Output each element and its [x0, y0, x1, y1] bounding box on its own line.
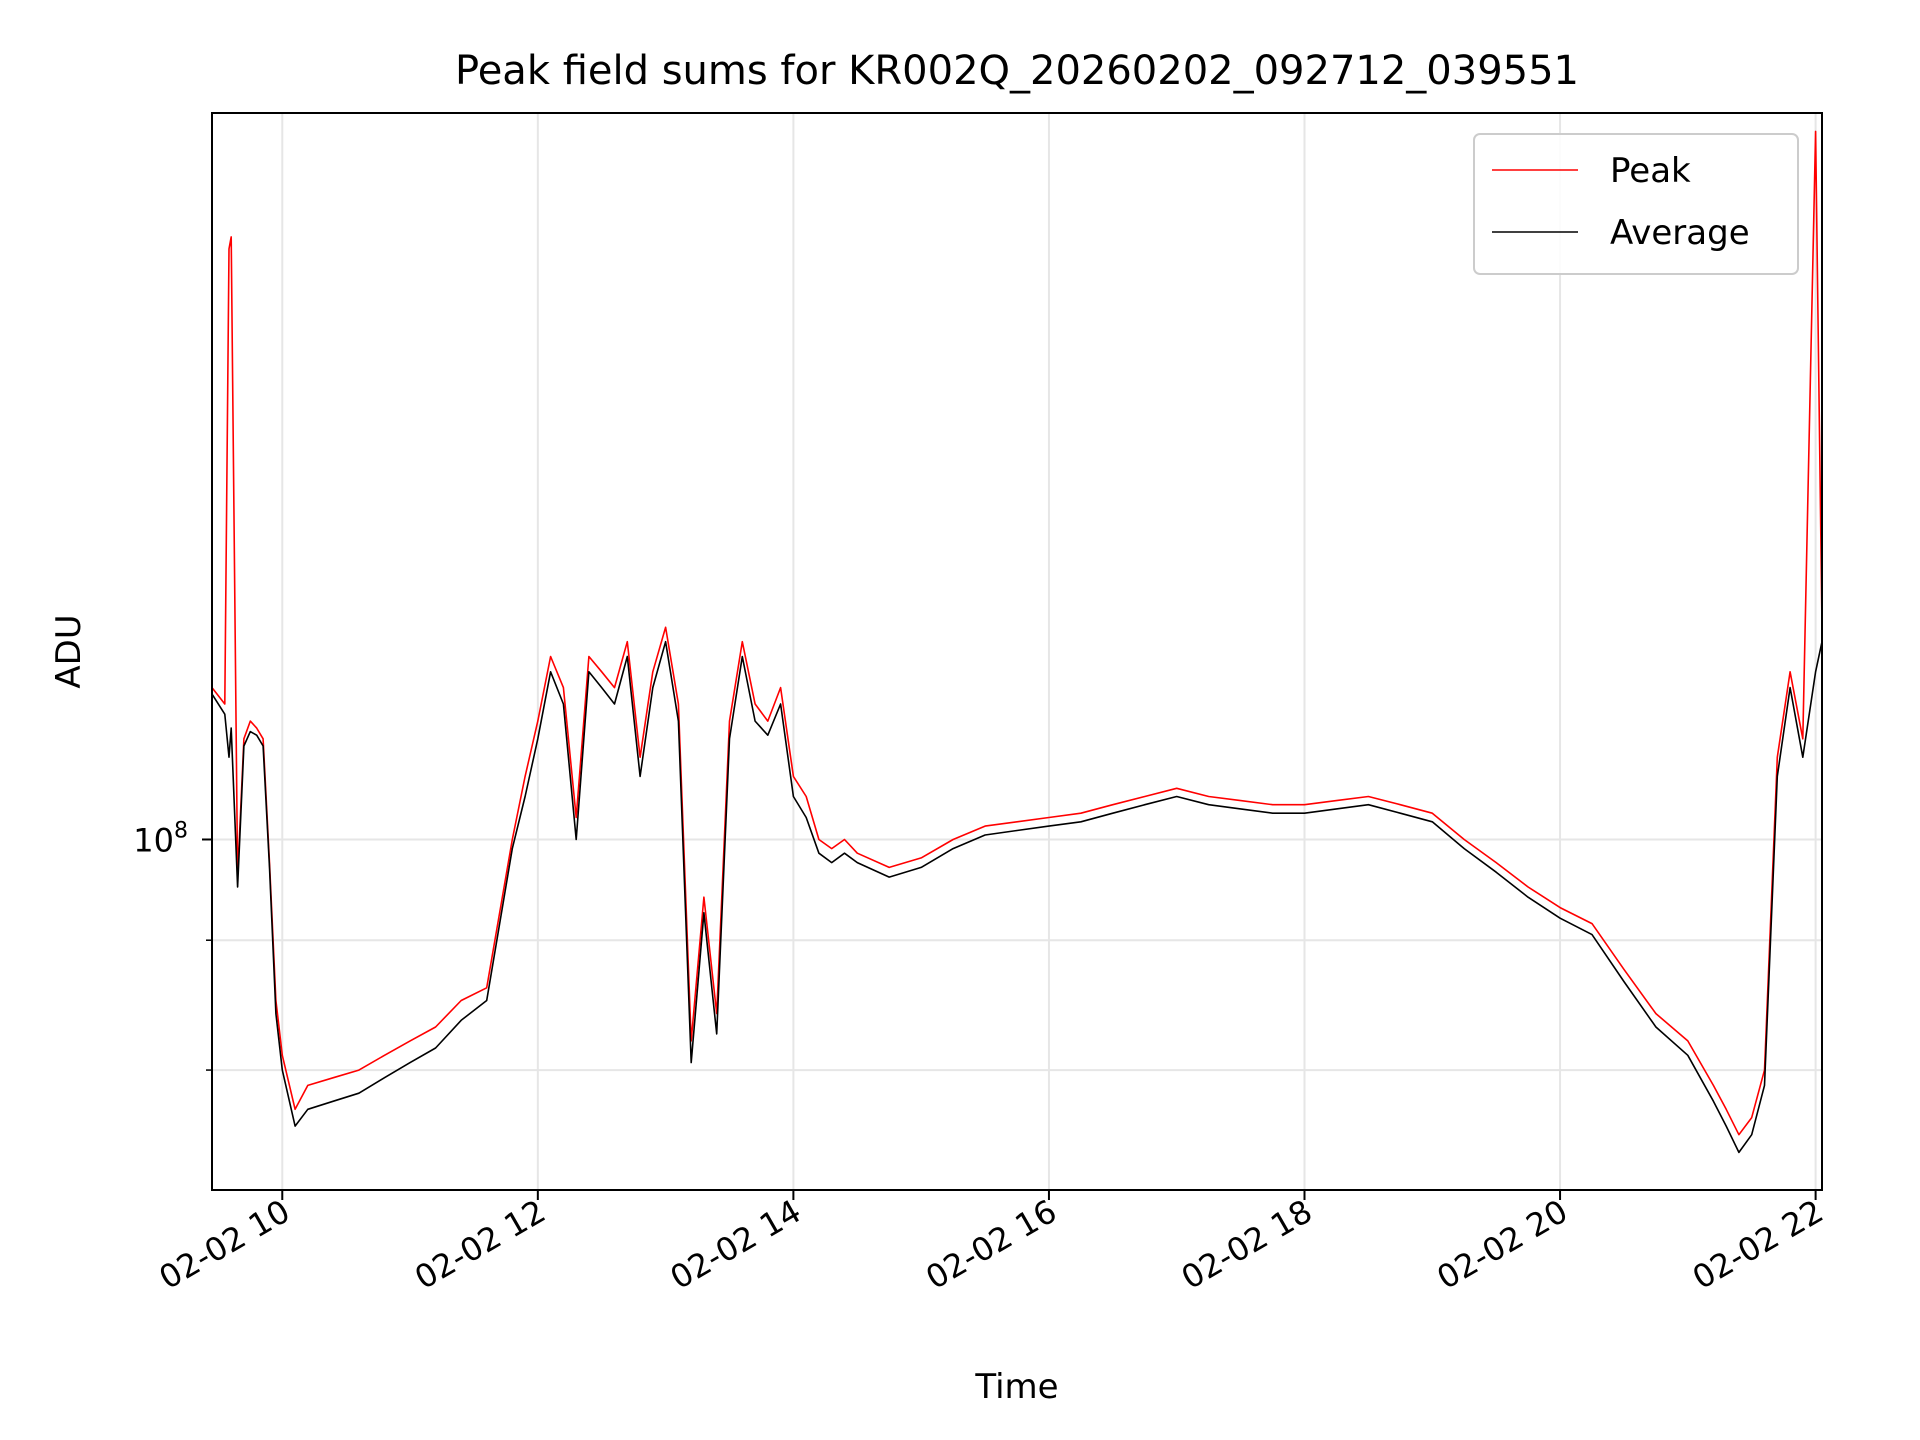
y-tick-label: 108 — [133, 818, 188, 859]
legend-box — [1473, 133, 1799, 275]
x-axis-label: Time — [974, 1367, 1058, 1407]
chart-title: Peak field sums for KR002Q_20260202_0927… — [455, 48, 1579, 94]
y-tick-base: 10 — [133, 821, 174, 859]
plot-frame — [211, 112, 1823, 1191]
series-line-average — [211, 640, 1823, 1154]
legend-label-peak: Peak — [1610, 151, 1691, 191]
legend-label-average: Average — [1610, 213, 1750, 253]
grid — [212, 113, 1822, 1190]
y-axis-label: ADU — [49, 614, 89, 688]
y-axis: 108 — [133, 818, 212, 1071]
y-tick-exponent: 8 — [174, 818, 188, 843]
series-layer — [211, 130, 1823, 1154]
series-line-peak — [211, 130, 1823, 1136]
legend: Peak Average — [1473, 133, 1799, 275]
